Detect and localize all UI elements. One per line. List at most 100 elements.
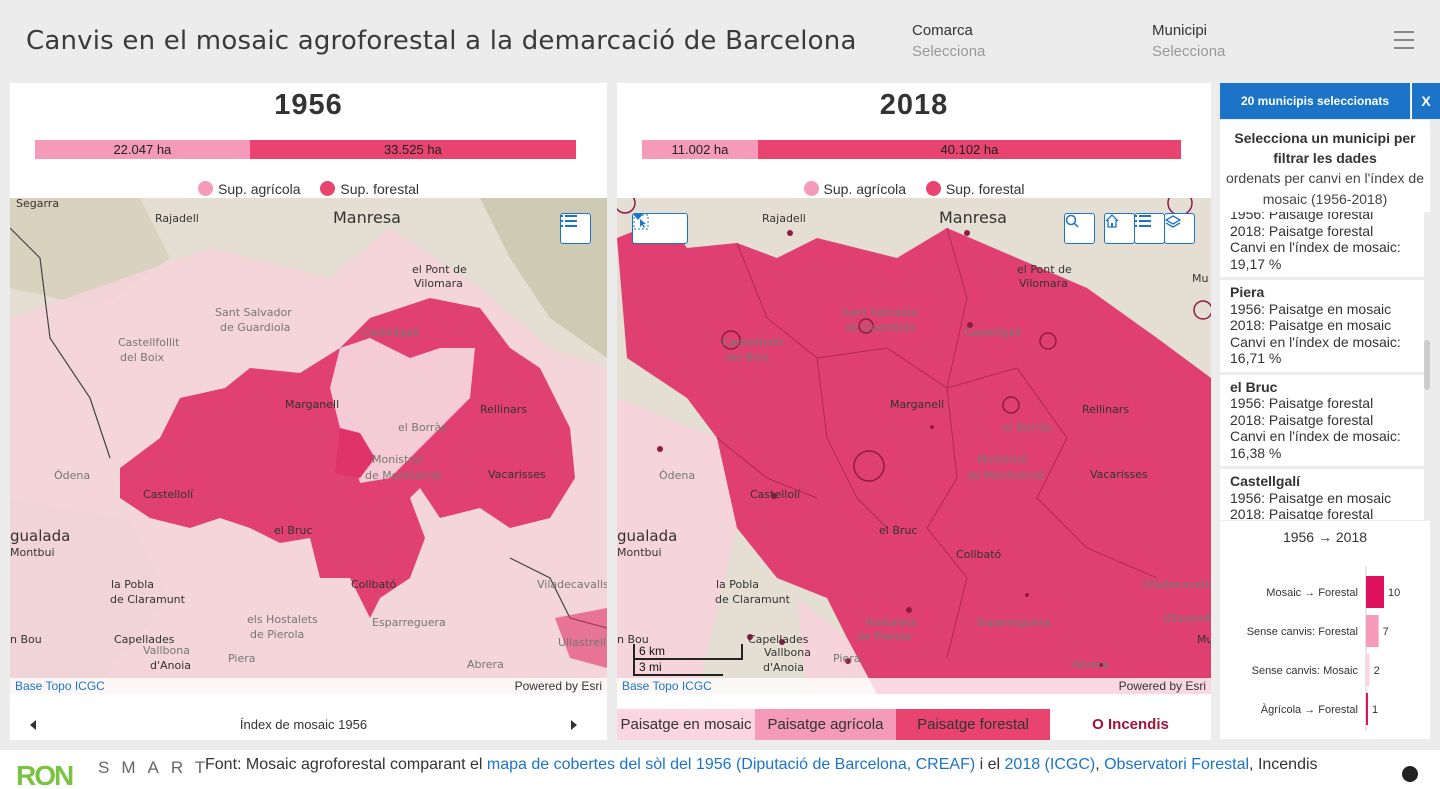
svg-text:Esparreguera: Esparreguera [977, 616, 1051, 629]
legend-agri: Sup. agrícola [198, 181, 301, 197]
card-change-value: 16,38 % [1230, 444, 1282, 461]
list-scrollbar[interactable] [1424, 340, 1430, 390]
municipi-filter[interactable]: Municipi Selecciona [1152, 22, 1225, 60]
home-icon[interactable] [1104, 213, 1135, 244]
svg-text:gualada: gualada [617, 527, 677, 545]
legend-forest: Sup. forestal [925, 181, 1025, 197]
filter-mosaic-button[interactable]: Paisatge en mosaic [617, 709, 755, 740]
agri-bar-segment: 11.002 ha [642, 140, 758, 159]
year-title-2018: 2018 [879, 89, 949, 121]
hamburger-menu-icon[interactable] [1394, 31, 1414, 49]
next-index-icon[interactable] [570, 719, 577, 730]
svg-text:el Pont de: el Pont de [412, 263, 467, 276]
list-item[interactable]: Piera 1956: Paisatge en mosaic 2018: Pai… [1220, 280, 1424, 372]
svg-text:Ullastrell: Ullastrell [1163, 612, 1211, 625]
svg-text:Segarra: Segarra [16, 198, 59, 210]
svg-text:de Pierola: de Pierola [250, 628, 304, 641]
legend-forest-label: Sup. forestal [945, 181, 1025, 197]
bar[interactable] [1366, 615, 1379, 647]
page-title: Canvis en el mosaic agroforestal a la de… [26, 26, 857, 56]
municipi-select[interactable]: Selecciona [1152, 43, 1226, 60]
municipi-label: Municipi [1152, 22, 1208, 39]
svg-text:de Montserrat: de Montserrat [365, 469, 443, 482]
comarca-select[interactable]: Selecciona [912, 43, 986, 60]
svg-text:Sant Salvador: Sant Salvador [842, 306, 919, 319]
svg-text:el Borràs: el Borràs [398, 421, 447, 434]
svg-text:de Guardiola: de Guardiola [220, 321, 290, 334]
source-suffix: , Incendis [1249, 756, 1318, 773]
card-2018: 2018: Paisatge forestal [1230, 506, 1374, 520]
category-label: Àgrícola → Forestal [1261, 703, 1358, 716]
svg-text:la Pobla: la Pobla [111, 578, 154, 591]
layers-icon[interactable] [1164, 213, 1195, 244]
card-name: el Bruc [1230, 378, 1278, 395]
sketch-tool-dropdown[interactable] [632, 213, 688, 244]
map-attribution: Base Topo ICGC Powered by Esri [10, 678, 607, 694]
card-2018: 2018: Paisatge forestal [1230, 222, 1374, 239]
municipality-list[interactable]: 1956: Paisatge forestal 2018: Paisatge f… [1220, 212, 1424, 520]
svg-text:de Claramunt: de Claramunt [110, 593, 186, 606]
card-1956: 1956: Paisatge forestal [1230, 395, 1374, 411]
filter-agri-button[interactable]: Paisatge agrícola [755, 709, 896, 740]
list-item[interactable]: el Bruc 1956: Paisatge forestal 2018: Pa… [1220, 374, 1424, 466]
svg-text:Hostalets: Hostalets [865, 616, 917, 629]
list-item[interactable]: Castellgalí 1956: Paisatge en mosaic 201… [1220, 469, 1424, 520]
smart-logo-text: SMART [98, 758, 218, 777]
legend-1956: Sup. agrícola Sup. forestal [10, 181, 607, 197]
svg-text:els Hostalets: els Hostalets [247, 613, 318, 626]
bar[interactable] [1366, 693, 1368, 725]
svg-text:Monistrol: Monistrol [977, 453, 1027, 466]
comarca-filter[interactable]: Comarca Selecciona [912, 22, 985, 60]
social-icon[interactable] [1402, 766, 1418, 782]
card-change-label: Canvi en l'índex de mosaic: [1230, 239, 1401, 255]
panel-1956: 1956 22.047 ha 33.525 ha Sup. agrícola S… [10, 83, 607, 740]
chevron-down-icon[interactable] [633, 214, 643, 220]
change-bar-chart: Mosaic → Forestal 10 Sense canvis: Foresta… [1247, 566, 1400, 731]
filter-forest-button[interactable]: Paisatge forestal [896, 709, 1050, 740]
svg-text:Abrera: Abrera [467, 658, 504, 671]
card-name: Piera [1230, 284, 1265, 300]
forest-dot-icon [925, 181, 941, 196]
scale-bar: 6 km 3 mi [633, 644, 743, 676]
previous-index-icon[interactable] [30, 719, 36, 730]
legend-list-icon[interactable] [560, 213, 591, 244]
index-label: Índex de mosaic 1956 [239, 717, 368, 732]
search-icon[interactable] [1064, 213, 1095, 244]
link-1956-map[interactable]: mapa de cobertes del sòl del 1956 (Diput… [486, 756, 976, 773]
landscape-legend-bar: Paisatge en mosaic Paisatge agrícola Pai… [617, 709, 1211, 740]
svg-text:Vacarisses: Vacarisses [488, 468, 546, 481]
legend-agri: Sup. agrícola [803, 181, 906, 197]
legend-list-icon[interactable] [1134, 213, 1165, 244]
svg-text:n Bou: n Bou [10, 633, 42, 646]
source-text: Font: Mosaic agroforestal comparant el m… [205, 756, 1318, 774]
list-item[interactable]: 1956: Paisatge forestal 2018: Paisatge f… [1220, 212, 1424, 277]
link-2018-icgc[interactable]: 2018 (ICGC) [1004, 756, 1096, 773]
source-prefix: Font: Mosaic agroforestal comparant el [205, 756, 487, 773]
svg-text:la Pobla: la Pobla [716, 578, 759, 591]
svg-text:Monistrol: Monistrol [372, 453, 422, 466]
basemap-attribution-link[interactable]: Base Topo ICGC [15, 679, 105, 693]
bar[interactable] [1366, 576, 1384, 608]
bar[interactable] [1366, 654, 1370, 686]
svg-text:de Pierola: de Pierola [857, 630, 911, 643]
agri-dot-icon [198, 181, 213, 196]
svg-text:Montbui: Montbui [10, 546, 55, 559]
svg-text:Capellades: Capellades [114, 633, 175, 646]
map-2018[interactable]: Rajadell Manresa el Pont de Vilomara Sant … [617, 198, 1211, 694]
instructions-sort: ordenats per canvi en l'índex de mosaic … [1225, 170, 1425, 207]
select-area-icon[interactable] [633, 214, 649, 230]
svg-text:Rellinars: Rellinars [1082, 403, 1129, 416]
bar-value-label: 2 [1374, 665, 1380, 677]
svg-text:Piera: Piera [833, 652, 860, 665]
close-selection-button[interactable]: X [1411, 83, 1440, 119]
map-1956[interactable]: Segarra Rajadell Manresa el Pont de Viloma… [10, 198, 607, 694]
svg-text:Marganell: Marganell [285, 398, 339, 411]
svg-text:el Borràs: el Borràs [1003, 421, 1052, 434]
svg-text:Mu: Mu [1192, 272, 1208, 285]
svg-text:Viladecavalls: Viladecavalls [537, 578, 607, 591]
link-observatori[interactable]: Observatori Forestal [1104, 756, 1250, 773]
toggle-fires-button[interactable]: O Incendis [1050, 709, 1211, 740]
basemap-attribution-link[interactable]: Base Topo ICGC [622, 679, 712, 693]
svg-text:Castellfollit: Castellfollit [722, 336, 784, 349]
svg-text:Castellfollit: Castellfollit [118, 336, 180, 349]
